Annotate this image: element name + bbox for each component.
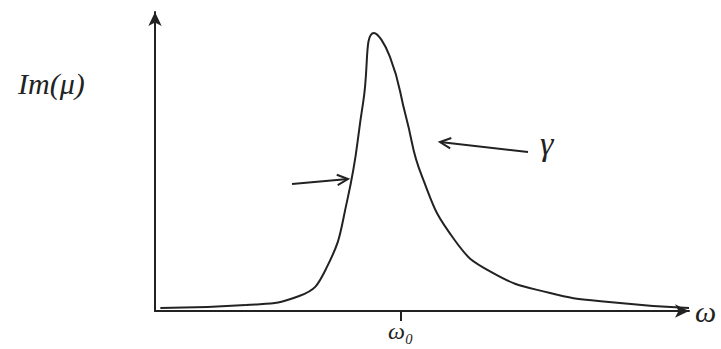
svg-text:Im(μ): Im(μ) — [17, 67, 85, 101]
svg-text:ω: ω — [695, 295, 716, 328]
svg-text:γ: γ — [540, 125, 555, 162]
svg-text:ω₀: ω₀ — [388, 318, 413, 344]
